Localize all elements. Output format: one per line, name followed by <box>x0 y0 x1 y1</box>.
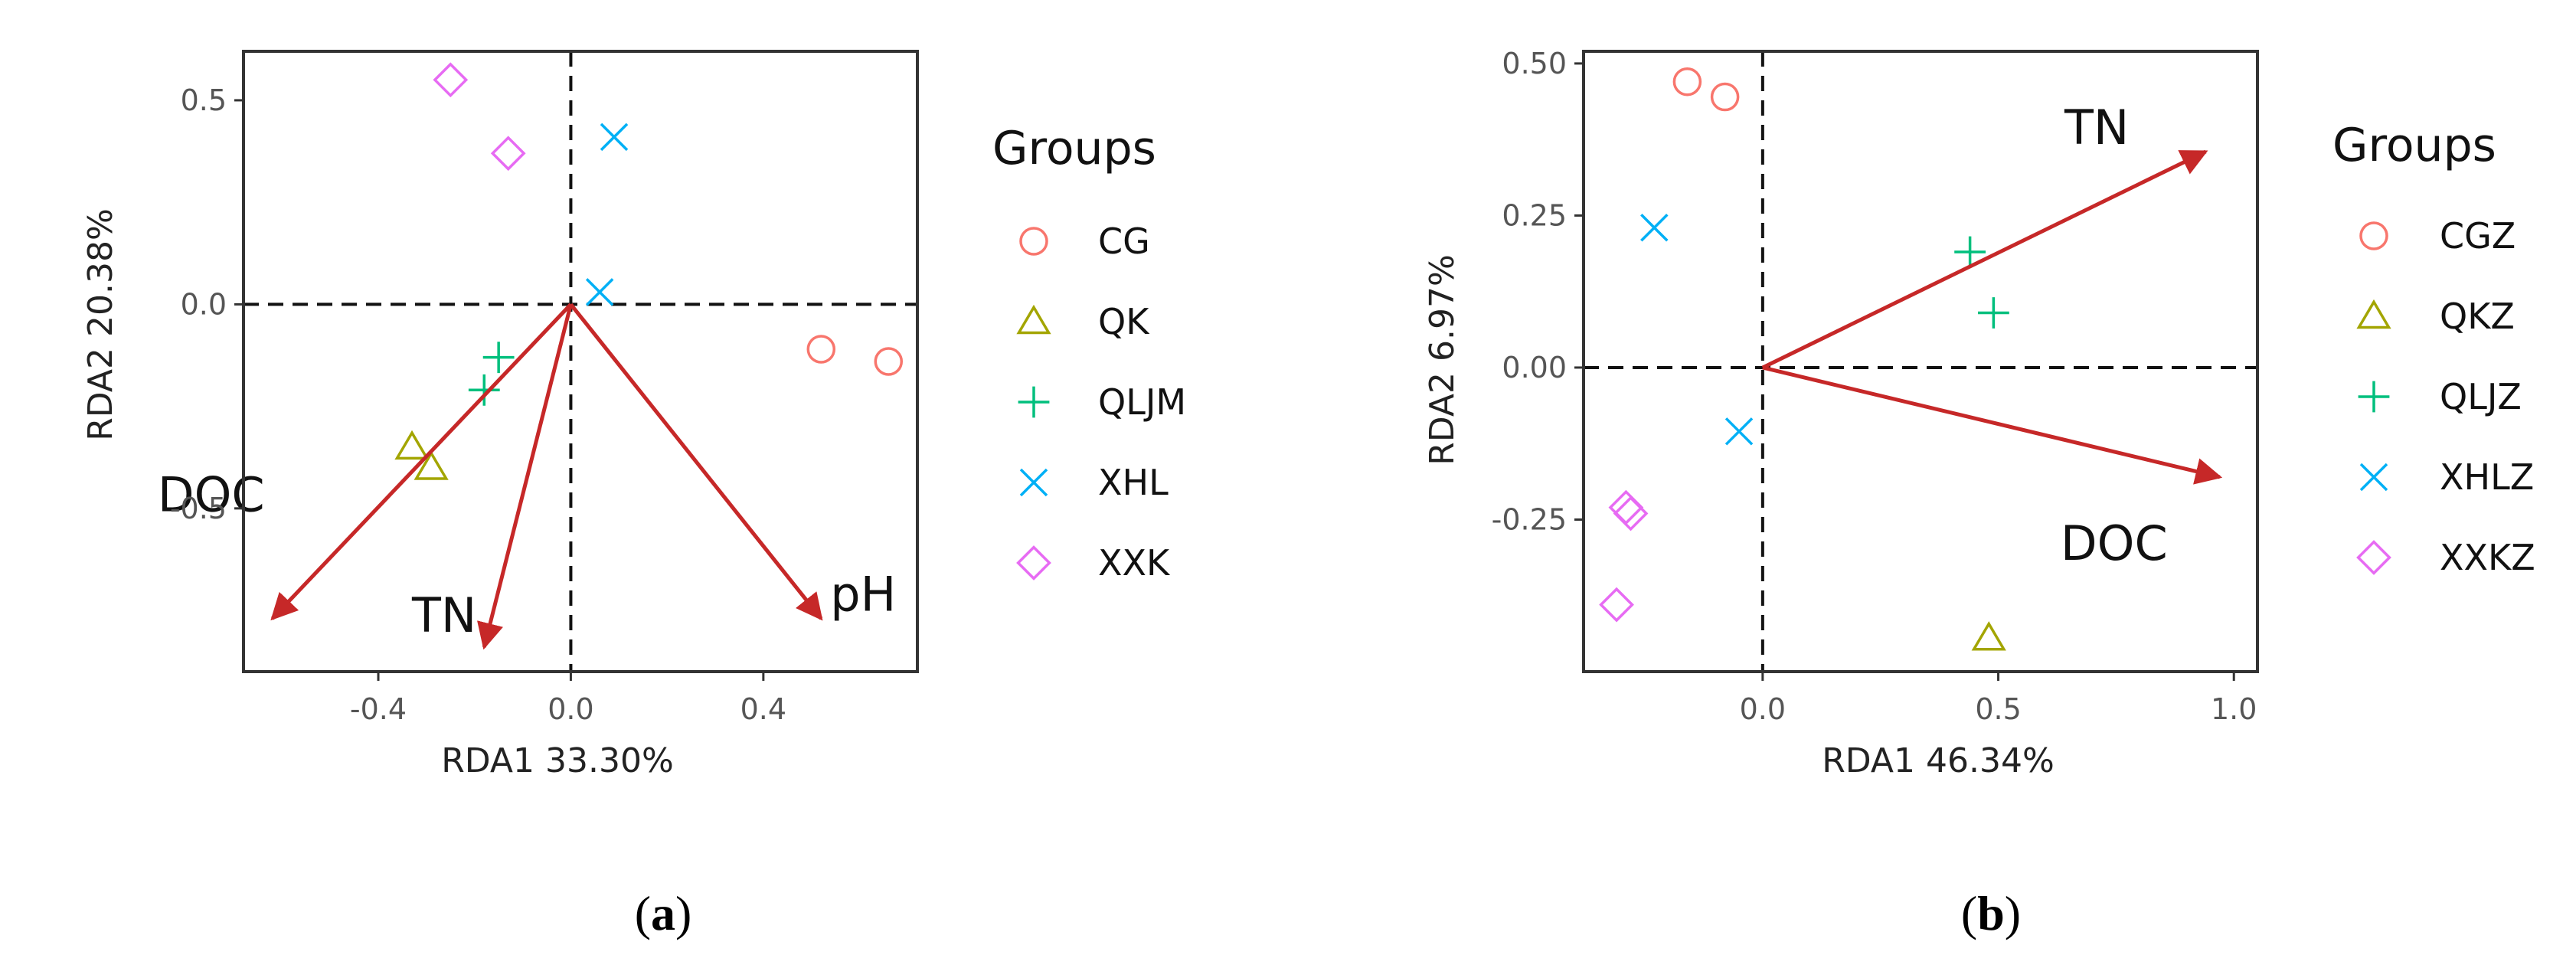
panel-a-legend: Groups CG QK QLJM XHL XXK <box>992 122 1186 584</box>
panel-a-point-qk <box>394 430 430 460</box>
panel-a-caption: (a) <box>635 886 692 940</box>
panel-b-point-qljz <box>1954 236 1986 268</box>
panel-b-point-xxkz <box>1608 489 1644 525</box>
panel-a-point-qk <box>414 450 449 480</box>
panel-a-y-tick-label: 0.5 <box>181 83 227 117</box>
panel-b-point-qkz <box>1971 621 2006 651</box>
panel-b-legend-marker-xxkz <box>2356 540 2391 575</box>
panel-b-arrows: TN DOC <box>1761 100 2223 571</box>
panel-a-x-tick-label: 0.4 <box>740 692 786 726</box>
panel-a-point-xhl <box>600 123 629 152</box>
panel-a-legend-item-qljm: QLJM <box>1018 381 1186 423</box>
panel-b-legend-item-xhlz: XHLZ <box>2359 456 2534 498</box>
panel-a-point-xhl <box>585 278 614 306</box>
panel-b-point-cgz <box>1710 82 1740 112</box>
panel-b-point-cgz <box>1672 67 1702 96</box>
panel-a-point-qljm <box>468 374 500 406</box>
panel-b-ticks: 0.0 0.5 1.0 0.50 0.25 0.00 -0.25 <box>1492 47 2257 726</box>
panel-b-x-axis-title: RDA1 46.34% <box>1822 741 2055 780</box>
panel-b-legend-item-xxkz: XXKZ <box>2356 537 2535 578</box>
panel-a-x-axis-title: RDA1 33.30% <box>441 741 674 780</box>
panel-a-legend-marker-cg <box>1019 227 1048 256</box>
panel-a-ticks: -0.4 0.0 0.4 0.5 0.0 -0.5 <box>170 83 786 726</box>
panel-b-legend-item-cgz: CGZ <box>2359 215 2516 257</box>
panel-b-plot-frame <box>1582 50 2259 673</box>
panel-a-point-xxk <box>433 62 469 98</box>
panel-b-arrow-label-doc: DOC <box>2061 515 2168 571</box>
panel-b-points <box>1584 51 2257 672</box>
panel-a-points <box>244 51 917 672</box>
panel-a-y-tick-label: 0.0 <box>181 287 227 321</box>
panel-b-legend-label: XXKZ <box>2440 537 2535 578</box>
panel-b-point-xhlz <box>1724 417 1754 446</box>
panel-a-legend-marker-qk <box>1016 304 1051 335</box>
panel-a-legend-label: CG <box>1098 221 1150 262</box>
panel-a-legend-marker-xxk <box>1016 545 1051 580</box>
panel-a-arrow-label-tn: TN <box>411 587 476 643</box>
panel-b-arrow-label-tn: TN <box>2064 100 2129 155</box>
panel-a-legend-item-xxk: XXK <box>1016 542 1171 584</box>
panel-a-legend-label: QK <box>1098 301 1150 342</box>
panel-a-y-tick-label: -0.5 <box>170 492 227 525</box>
panel-b-y-tick-label: 0.25 <box>1502 198 1567 232</box>
panel-b-arrow-doc <box>1762 365 2223 485</box>
panel-b-legend-marker-cgz <box>2359 221 2388 250</box>
panel-b-legend-title: Groups <box>2332 119 2496 172</box>
panel-a-arrow-label-doc: DOC <box>158 467 265 523</box>
panel-a-point-cg <box>874 347 904 376</box>
panel-a-plot-frame <box>242 50 919 673</box>
panel-a-arrows: DOC TN pH <box>158 302 896 650</box>
panel-a-point-qljm <box>482 342 515 374</box>
panel-b-point-xxkz <box>1613 495 1649 531</box>
panel-b-legend-label: CGZ <box>2440 215 2516 257</box>
panel-b-legend-marker-xhlz <box>2359 463 2388 492</box>
panel-b-legend-label: XHLZ <box>2440 456 2534 498</box>
panel-a-legend-item-xhl: XHL <box>1019 462 1169 503</box>
panel-b-arrow-tn <box>1761 149 2208 370</box>
panel-a-legend-label: XHL <box>1098 462 1169 503</box>
panel-b-point-xxkz <box>1599 587 1634 623</box>
panel-a-point-xxk <box>490 136 526 172</box>
panel-a-legend-marker-qljm <box>1018 386 1050 418</box>
panel-a-arrow-doc <box>270 302 573 621</box>
panel-b-y-tick-label: 0.00 <box>1502 351 1567 384</box>
panel-a-arrow-label-ph: pH <box>830 567 896 623</box>
panel-b-legend-label: QLJZ <box>2440 376 2522 417</box>
panel-a-y-axis-title: RDA2 20.38% <box>81 208 120 441</box>
panel-a-legend-title: Groups <box>992 122 1156 175</box>
panel-a-legend-label: QLJM <box>1098 381 1186 423</box>
panel-b-y-tick-label: 0.50 <box>1502 47 1567 80</box>
panel-b-y-tick-label: -0.25 <box>1492 502 1567 536</box>
panel-b-legend-item-qkz: QKZ <box>2356 296 2515 337</box>
panel-b-caption: (b) <box>1961 886 2021 940</box>
panel-a-arrow-tn <box>477 303 573 650</box>
panel-b-x-tick-label: 0.0 <box>1740 692 1786 726</box>
panel-a-legend-label: XXK <box>1098 542 1171 584</box>
panel-b-point-xhlz <box>1640 214 1669 242</box>
panel-b-x-tick-label: 1.0 <box>2211 692 2257 726</box>
panel-b-x-tick-label: 0.5 <box>1975 692 2021 726</box>
panel-a-legend-marker-xhl <box>1019 468 1048 497</box>
panel-a-x-tick-label: -0.4 <box>350 692 407 726</box>
panel-b-point-qljz <box>1977 297 2009 329</box>
panel-a-chart: DOC TN pH -0.4 0.0 0.4 0.5 0.0 -0.5 RDA1 33.30%… <box>81 50 1186 940</box>
panel-b-chart: TN DOC 0.0 0.5 1.0 0.50 0.25 0.00 -0.25 RDA1 46… <box>1423 47 2535 940</box>
panel-b-legend-label: QKZ <box>2440 296 2515 337</box>
panel-b-legend-marker-qkz <box>2356 299 2391 329</box>
panel-a-legend-item-qk: QK <box>1016 301 1150 342</box>
panel-b-legend-item-qljz: QLJZ <box>2358 376 2522 417</box>
panel-b-legend: Groups CGZ QKZ QLJZ XHLZ XXKZ <box>2332 119 2535 578</box>
panel-a-x-tick-label: 0.0 <box>548 692 593 726</box>
panel-a-arrow-ph <box>569 302 823 621</box>
panel-b-legend-marker-qljz <box>2358 381 2390 413</box>
panel-b-y-axis-title: RDA2 6.97% <box>1423 254 1462 466</box>
panel-a-legend-item-cg: CG <box>1019 221 1150 262</box>
panel-a-point-cg <box>806 335 836 364</box>
